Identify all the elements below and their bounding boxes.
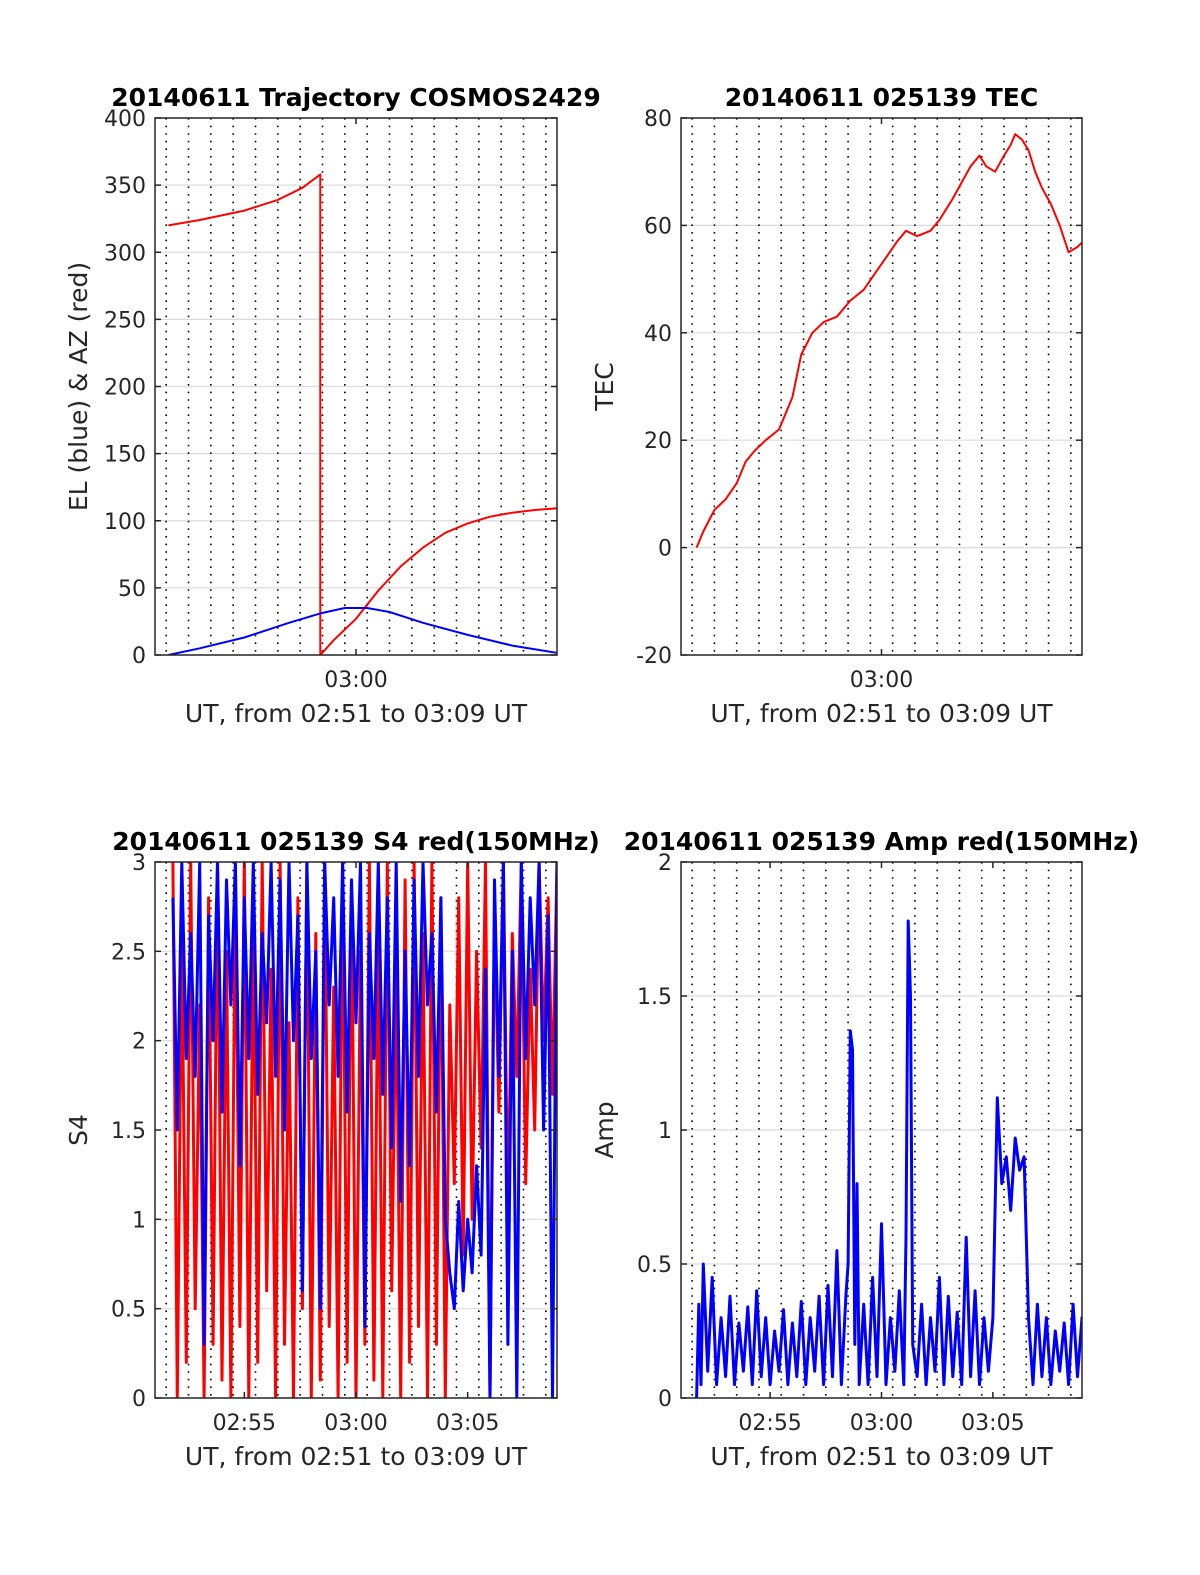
y-tick-label: 2.5 — [111, 940, 146, 965]
x-tick-label: 02:55 — [213, 1411, 276, 1436]
x-tick-label: 03:00 — [850, 1411, 913, 1436]
chart-title: 20140611 Trajectory COSMOS2429 — [111, 83, 601, 112]
y-tick-label: 2 — [132, 1030, 146, 1055]
panel-amp: 0 0.5 1 1.5 2 02:55 03:00 03:05 20140611 025139 … — [590, 827, 1139, 1471]
x-tick-label: 02:55 — [738, 1411, 801, 1436]
x-tick-label: 03:00 — [324, 1411, 387, 1436]
y-tick-label: 50 — [118, 577, 146, 602]
y-tick-label: 300 — [104, 241, 146, 266]
y-tick-label: 0 — [658, 537, 672, 562]
y-tick-label: 200 — [104, 376, 146, 401]
y-tick-label: 1 — [658, 1119, 672, 1144]
x-axis-label: UT, from 02:51 to 03:09 UT — [185, 699, 528, 728]
y-tick-label: 0 — [132, 1387, 146, 1412]
y-tick-label: 400 — [104, 107, 146, 132]
y-tick-label: 100 — [104, 510, 146, 535]
series-line-1 — [171, 862, 557, 1398]
y-tick-label: 0 — [658, 1387, 672, 1412]
y-axis-label: S4 — [64, 1114, 93, 1146]
series-line-1 — [168, 607, 557, 655]
y-tick-label: 0 — [132, 644, 146, 669]
y-tick-label: 250 — [104, 308, 146, 333]
panel-s4: 0 0.5 1 1.5 2 2.5 3 02:55 03:00 03:05 20140611 025… — [64, 827, 600, 1471]
y-tick-label: 1.5 — [111, 1119, 146, 1144]
x-tick-label: 03:00 — [324, 668, 387, 693]
series-line-0 — [695, 133, 1082, 548]
y-tick-label: 60 — [644, 214, 672, 239]
y-tick-label: -20 — [636, 644, 672, 669]
y-axis-label: TEC — [590, 362, 619, 412]
x-axis-label: UT, from 02:51 to 03:09 UT — [185, 1442, 528, 1471]
y-tick-label: 2 — [658, 851, 672, 876]
panel-tec: -20 0 20 40 60 80 03:00 20140611 025139 TEC UT, … — [590, 83, 1083, 728]
y-tick-label: 40 — [644, 322, 672, 347]
x-axis-label: UT, from 02:51 to 03:09 UT — [710, 699, 1053, 728]
y-tick-label: 3 — [132, 851, 146, 876]
series-line-0 — [168, 173, 557, 655]
series-line-0 — [695, 919, 1082, 1398]
y-tick-label: 20 — [644, 429, 672, 454]
x-tick-label: 03:05 — [436, 1411, 499, 1436]
plot-area — [681, 118, 1082, 655]
data-layer — [695, 919, 1082, 1398]
x-axis-label: UT, from 02:51 to 03:09 UT — [710, 1442, 1053, 1471]
y-tick-label: 80 — [644, 107, 672, 132]
y-axis-label: Amp — [590, 1101, 619, 1158]
x-tick-label: 03:00 — [850, 668, 913, 693]
y-tick-label: 1.5 — [637, 985, 672, 1010]
chart-title: 20140611 025139 TEC — [725, 83, 1038, 112]
y-axis-label: EL (blue) & AZ (red) — [64, 262, 93, 511]
data-layer — [171, 862, 557, 1398]
y-tick-label: 1 — [132, 1208, 146, 1233]
data-layer — [168, 173, 557, 655]
chart-title: 20140611 025139 S4 red(150MHz) — [112, 827, 600, 856]
panel-trajectory: 0 50 100 150 200 250 300 350 400 03:00 20140611 Tr… — [64, 83, 601, 728]
y-tick-label: 150 — [104, 443, 146, 468]
y-tick-label: 0.5 — [111, 1298, 146, 1323]
chart-title: 20140611 025139 Amp red(150MHz) — [624, 827, 1140, 856]
y-tick-label: 0.5 — [637, 1253, 672, 1278]
y-tick-label: 350 — [104, 174, 146, 199]
x-tick-label: 03:05 — [961, 1411, 1024, 1436]
data-layer — [695, 133, 1082, 548]
